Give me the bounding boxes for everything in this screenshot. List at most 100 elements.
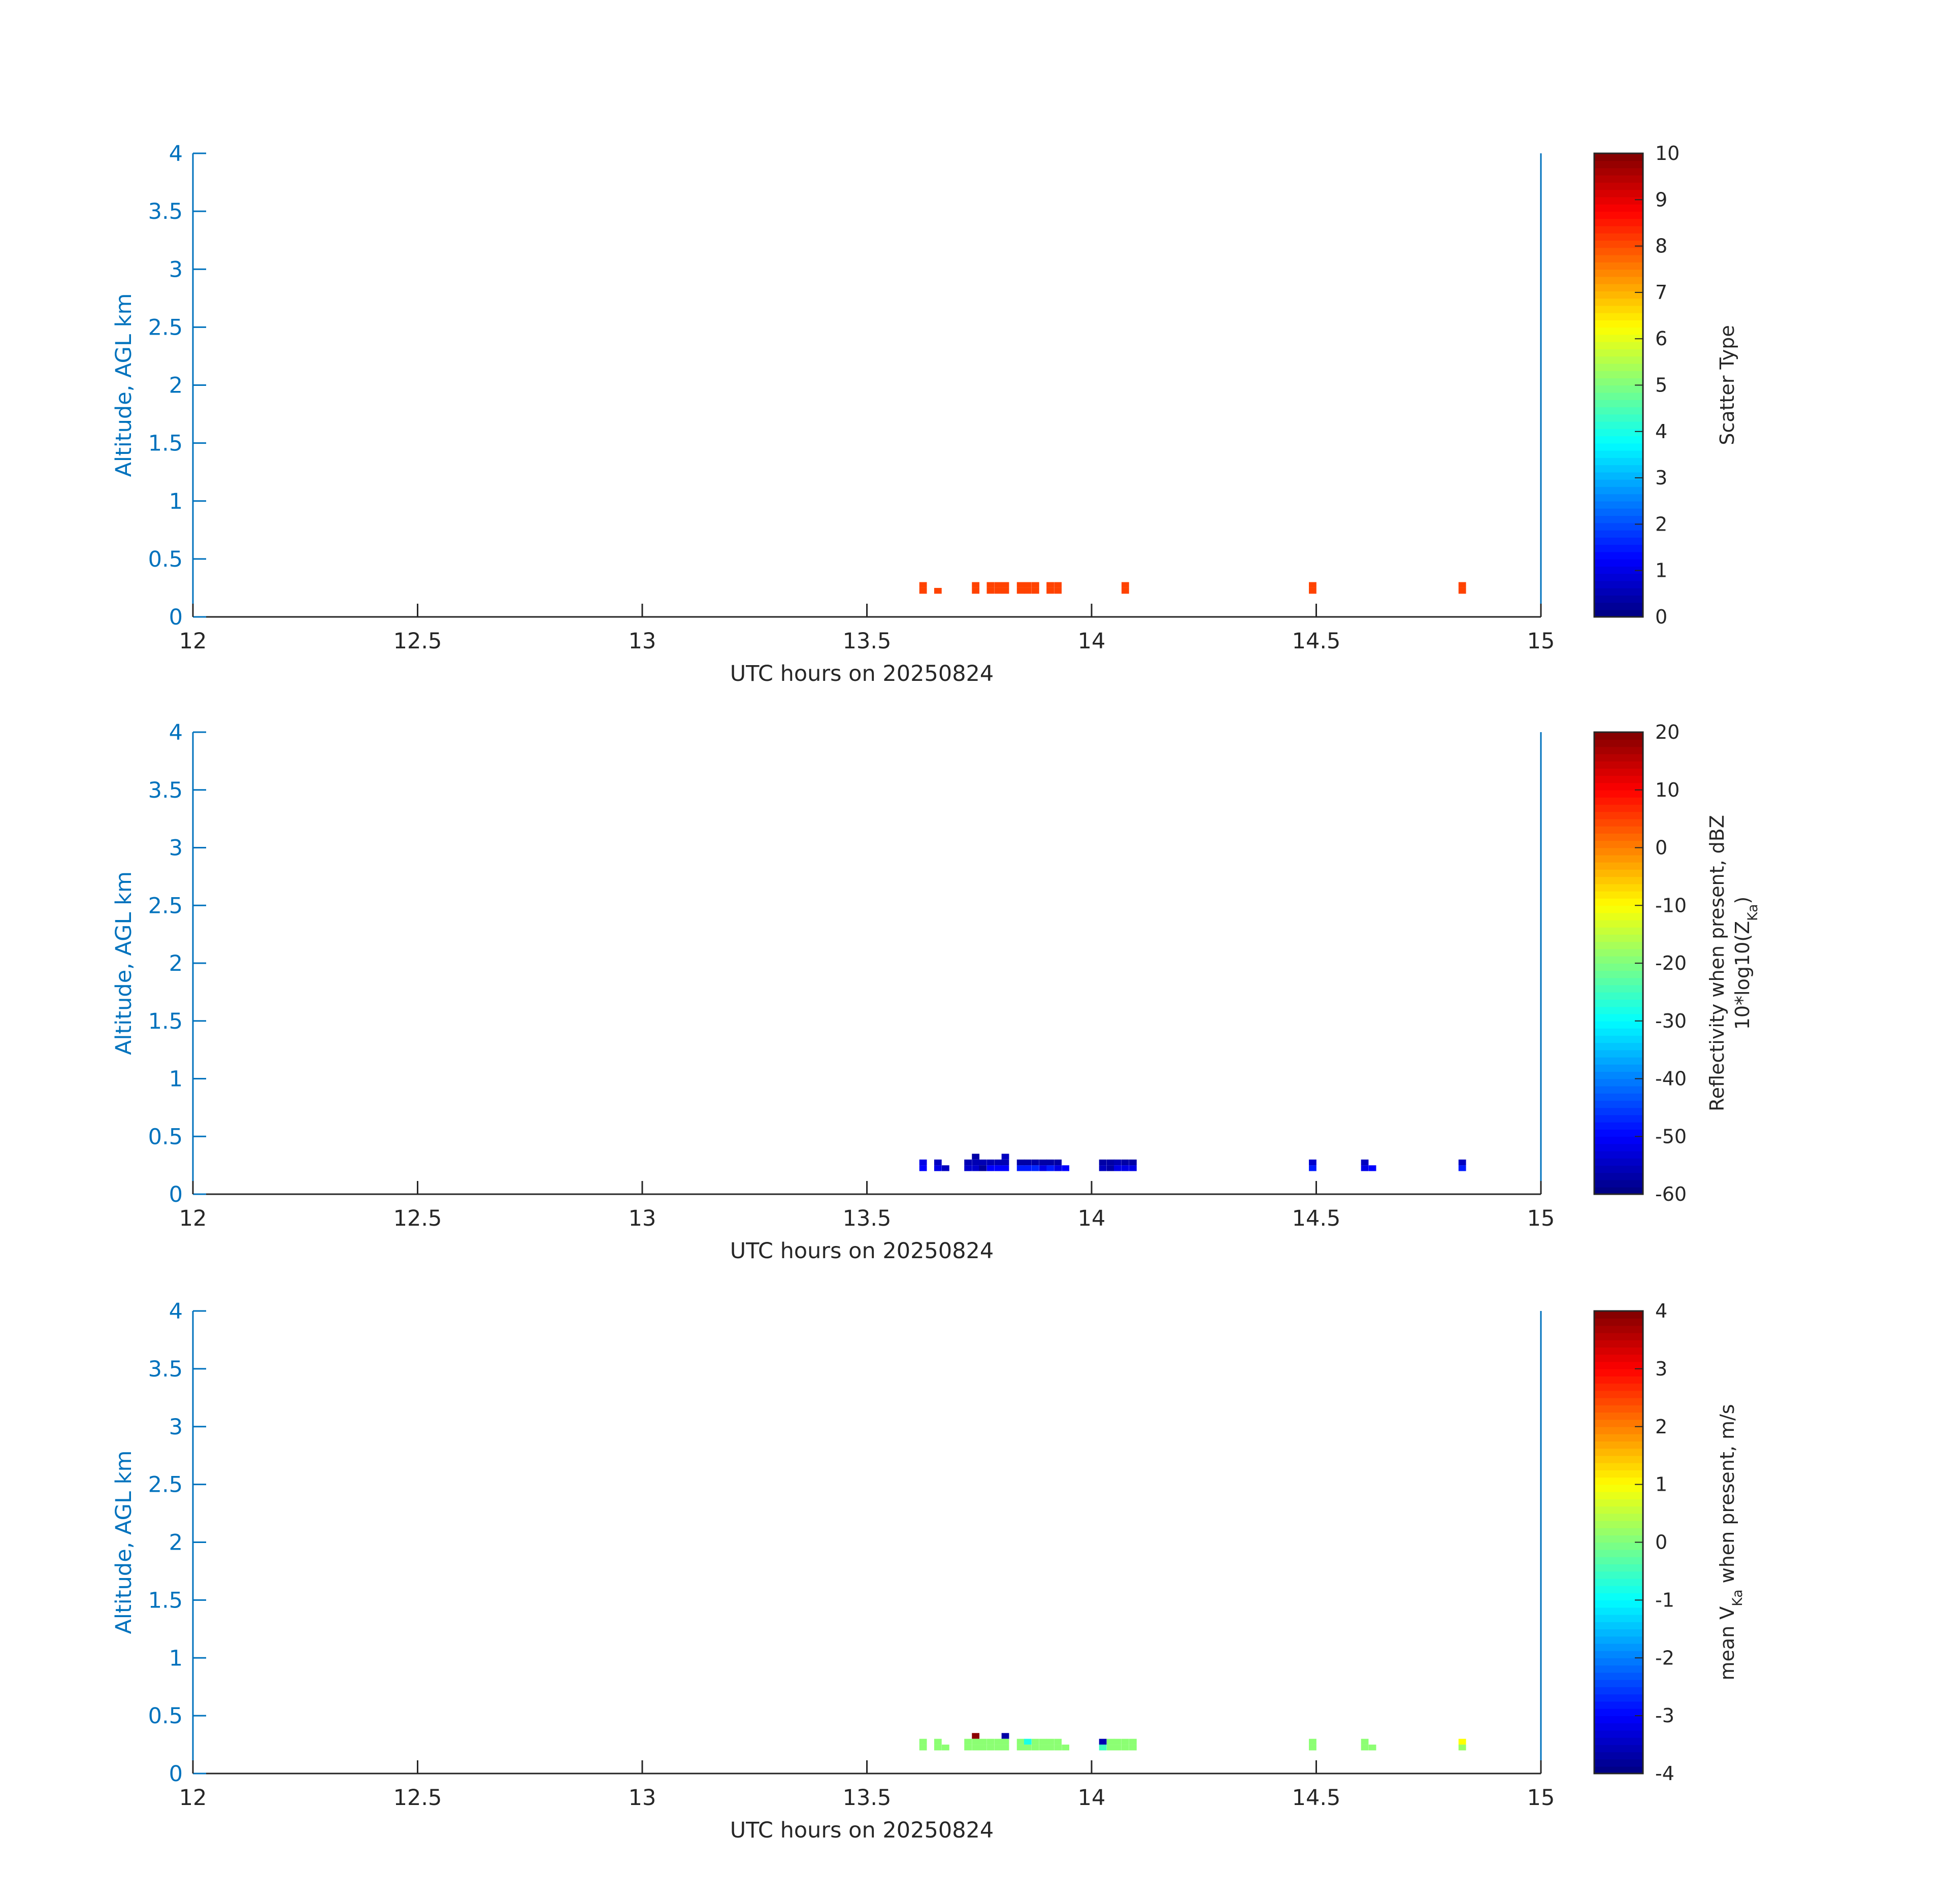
heatmap-cell: [972, 1738, 980, 1745]
heatmap-cell: [986, 1159, 995, 1166]
heatmap-cell: [919, 1165, 927, 1171]
heatmap-cell: [1121, 587, 1129, 594]
colorbar-segment: [1594, 1448, 1643, 1456]
heatmap-cell: [1054, 587, 1062, 594]
heatmap-cell: [1458, 1738, 1466, 1745]
colorbar-segment: [1594, 1368, 1643, 1376]
colorbar-label: mean VKa when present, m/s: [1716, 1404, 1746, 1680]
y-tick-label: 2: [169, 1530, 183, 1556]
colorbar-tick-label: 2: [1655, 1416, 1667, 1438]
heatmap-cell: [972, 1154, 980, 1160]
heatmap-cell: [1039, 1745, 1047, 1751]
colorbar-segment: [1594, 1405, 1643, 1413]
colorbar-segment: [1594, 363, 1643, 371]
colorbar-segment: [1594, 1752, 1643, 1760]
colorbar-tick-label: 1: [1655, 560, 1667, 582]
colorbar-segment: [1594, 1086, 1643, 1094]
heatmap-cell: [979, 1738, 987, 1745]
colorbar-segment: [1594, 1325, 1643, 1333]
heatmap-cell: [1046, 1165, 1054, 1171]
heatmap-cell: [1106, 1165, 1114, 1171]
colorbar-segment: [1594, 1064, 1643, 1072]
colorbar-segment: [1594, 580, 1643, 588]
heatmap-cell: [1121, 1159, 1129, 1166]
heatmap-cell: [1031, 1738, 1039, 1745]
colorbar-segment: [1594, 501, 1643, 509]
colorbar-segment: [1594, 1651, 1643, 1659]
heatmap-cell: [1458, 1159, 1466, 1166]
colorbar-segment: [1594, 1622, 1643, 1630]
y-axis-label: Altitude, AGL km: [111, 871, 137, 1055]
colorbar-segment: [1594, 797, 1643, 805]
colorbar-tick-label: -40: [1655, 1068, 1687, 1090]
x-tick-label: 13: [629, 629, 656, 654]
colorbar-tick-label: 3: [1655, 467, 1667, 489]
heatmap-cell: [994, 1165, 1002, 1171]
heatmap-cell: [1046, 1745, 1054, 1751]
colorbar-segment: [1594, 1535, 1643, 1543]
colorbar-segment: [1594, 1528, 1643, 1536]
y-tick-label: 3: [169, 257, 183, 282]
heatmap-cell: [919, 1159, 927, 1166]
colorbar-segment: [1594, 999, 1643, 1007]
heatmap-cell: [1024, 1745, 1032, 1751]
colorbar-segment: [1594, 1107, 1643, 1115]
colorbar-segment: [1594, 1687, 1643, 1695]
colorbar-tick-label: -2: [1655, 1647, 1674, 1669]
heatmap-cell: [1458, 587, 1466, 594]
colorbar-segment: [1594, 269, 1643, 277]
heatmap-cell: [1001, 582, 1009, 588]
colorbar-segment: [1594, 334, 1643, 342]
y-tick-label: 4: [169, 141, 183, 167]
heatmap-cell: [1361, 1165, 1369, 1171]
colorbar-label: Reflectivity when present, dBZ: [1706, 815, 1728, 1111]
colorbar-segment: [1594, 1006, 1643, 1014]
colorbar-segment: [1594, 1737, 1643, 1745]
colorbar-segment: [1594, 349, 1643, 357]
colorbar-segment: [1594, 1179, 1643, 1188]
colorbar-tick-label: 4: [1655, 420, 1667, 443]
colorbar-segment: [1594, 1484, 1643, 1492]
heatmap-cell: [1113, 1738, 1122, 1745]
heatmap-cell: [986, 587, 995, 594]
heatmap-cells: [919, 1154, 1466, 1171]
colorbar-segment: [1594, 609, 1643, 617]
colorbar-tick-label: 5: [1655, 374, 1667, 397]
heatmap-cell: [994, 1738, 1002, 1745]
colorbar-segment: [1594, 1114, 1643, 1123]
heatmap-cell: [986, 1745, 995, 1751]
colorbar-segment: [1594, 948, 1643, 957]
heatmap-cell: [1099, 1159, 1107, 1166]
colorbar-segment: [1594, 1564, 1643, 1572]
x-tick-label: 15: [1527, 1785, 1555, 1811]
heatmap-cell: [1046, 1159, 1054, 1166]
heatmap-cell: [1113, 1745, 1122, 1751]
colorbar-tick-label: 20: [1655, 721, 1680, 743]
colorbar-segment: [1594, 1499, 1643, 1507]
colorbar-segment: [1594, 1520, 1643, 1528]
colorbar-segment: [1594, 1578, 1643, 1586]
y-tick-label: 4: [169, 720, 183, 745]
heatmap-cell: [979, 1165, 987, 1171]
x-tick-label: 14.5: [1292, 1785, 1341, 1811]
colorbar-segment: [1594, 1556, 1643, 1565]
heatmap-cell: [1001, 587, 1009, 594]
colorbar-segment: [1594, 739, 1643, 747]
colorbar-segment: [1594, 1455, 1643, 1463]
y-tick-label: 3.5: [148, 1357, 183, 1382]
y-tick-label: 0.5: [148, 1703, 183, 1729]
colorbar-segment: [1594, 1028, 1643, 1036]
colorbar-segment: [1594, 1614, 1643, 1622]
x-tick-label: 12: [179, 1206, 207, 1231]
colorbar-segment: [1594, 1600, 1643, 1608]
heatmap-cell: [1046, 582, 1054, 588]
heatmap-cell: [1458, 582, 1466, 588]
heatmap-cell: [1001, 1733, 1009, 1739]
colorbar-segment: [1594, 254, 1643, 262]
colorbar-segment: [1594, 1042, 1643, 1051]
colorbar-segment: [1594, 855, 1643, 863]
heatmap-cell: [1039, 1738, 1047, 1745]
colorbar-segment: [1594, 1311, 1643, 1319]
heatmap-cell: [1001, 1745, 1009, 1751]
colorbar-segment: [1594, 566, 1643, 574]
